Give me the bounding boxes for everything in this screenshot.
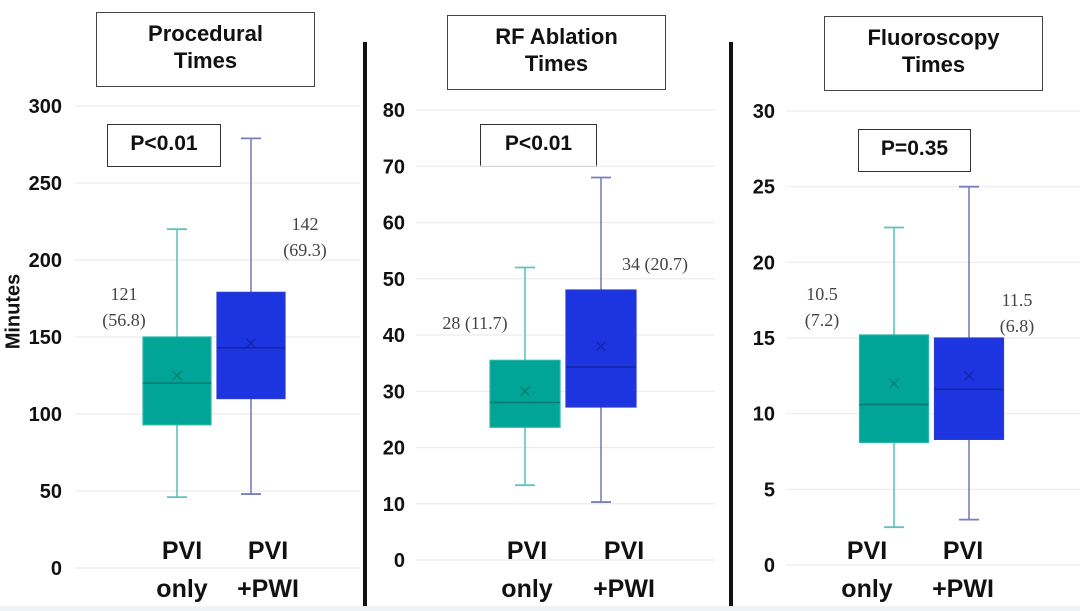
panel-1-box-pvi-only-iqr bbox=[142, 336, 212, 426]
panel-1-y-tick-label: 50 bbox=[40, 481, 62, 503]
panel-3-y-tick-label: 0 bbox=[764, 555, 775, 577]
panel-2-title-line-1: RF Ablation bbox=[495, 24, 618, 49]
panel-2-x-category-label: PVI bbox=[507, 537, 547, 565]
panel-1-y-tick-label: 150 bbox=[29, 327, 62, 349]
panel-1-box-pvi-pwi-annotation: (69.3) bbox=[283, 240, 327, 261]
panel-3-y-tick-label: 15 bbox=[753, 328, 775, 350]
panel-1-box-pvi-only-annotation: 121 bbox=[111, 284, 138, 304]
panel-1-x-category-label: PVI bbox=[248, 537, 288, 565]
panel-2-y-tick-label: 70 bbox=[383, 156, 405, 178]
panel-2-y-tick-label: 10 bbox=[383, 494, 405, 516]
panel-3-box-pvi-pwi-mean-marker bbox=[964, 370, 974, 381]
panel-3-box-pvi-only-annotation: 10.5 bbox=[806, 284, 838, 304]
panel-1-box-pvi-only-annotation: (56.8) bbox=[102, 310, 146, 331]
panel-1-y-tick-label: 250 bbox=[29, 173, 62, 195]
panel-3-box-pvi-pwi-annotation: (6.8) bbox=[1000, 316, 1035, 337]
panel-1-y-tick-label: 300 bbox=[29, 96, 62, 118]
panel-1-y-axis-label: Minutes bbox=[2, 273, 25, 350]
panel-1-title-line-2: Times bbox=[173, 48, 238, 73]
panel-3-x-category-label: PVI bbox=[847, 537, 887, 565]
panel-3-box-pvi-pwi-iqr bbox=[933, 337, 1005, 440]
panel-2-box-pvi-pwi-iqr bbox=[565, 289, 637, 408]
panel-2-box-pvi-only-mean-marker bbox=[520, 386, 530, 397]
panel-3-x-category-label: PVI bbox=[943, 537, 983, 565]
panel-1-p-value: P<0.01 bbox=[107, 124, 221, 167]
panel-1-title: Procedural Times bbox=[96, 12, 315, 87]
panel-2-box-pvi-only-iqr bbox=[489, 359, 561, 428]
panel-divider-2 bbox=[729, 42, 733, 611]
panel-3-x-category-label: +PWI bbox=[932, 575, 994, 603]
panel-3-y-tick-label: 25 bbox=[753, 177, 775, 199]
panel-1-title-line-1: Procedural bbox=[148, 21, 263, 46]
panel-3-y-tick-label: 20 bbox=[753, 252, 775, 274]
panel-2-p-value: P<0.01 bbox=[480, 124, 597, 167]
panel-3-box-pvi-pwi-annotation: 11.5 bbox=[1002, 290, 1033, 310]
panel-3-y-tick-label: 5 bbox=[764, 479, 775, 501]
panel-3-p-value: P=0.35 bbox=[858, 129, 971, 172]
panel-1-box-pvi-only-mean-marker bbox=[172, 370, 182, 381]
panel-2-y-tick-label: 0 bbox=[394, 550, 405, 572]
panel-2-y-tick-label: 40 bbox=[383, 325, 405, 347]
bottom-strip bbox=[0, 606, 1080, 611]
panel-1-box-pvi-only-mean-marker bbox=[172, 370, 182, 381]
panel-2-x-category-label: only bbox=[501, 575, 552, 603]
panel-2-box-pvi-pwi-mean-marker bbox=[596, 341, 606, 352]
panel-3-title-line-2: Times bbox=[901, 52, 966, 77]
panel-2-y-tick-label: 30 bbox=[383, 381, 405, 403]
panel-1-x-category-label: +PWI bbox=[237, 575, 299, 603]
panel-2-title: RF Ablation Times bbox=[447, 15, 666, 90]
panel-1-box-pvi-pwi-iqr bbox=[216, 291, 286, 400]
panel-2-x-category-label: +PWI bbox=[593, 575, 655, 603]
panel-3-title-line-1: Fluoroscopy bbox=[867, 25, 1000, 50]
panel-1-y-tick-label: 0 bbox=[51, 558, 62, 580]
panel-3-box-pvi-only-mean-marker bbox=[889, 378, 899, 389]
panel-2-box-pvi-pwi-mean-marker bbox=[596, 341, 606, 352]
panel-2-box-pvi-only-mean-marker bbox=[520, 386, 530, 397]
panel-2-y-tick-label: 50 bbox=[383, 269, 405, 291]
panel-2-box-pvi-pwi-annotation: 34 (20.7) bbox=[622, 254, 688, 275]
panel-1-box-pvi-pwi-mean-marker bbox=[246, 338, 256, 349]
panel-3-box-pvi-only-annotation: (7.2) bbox=[805, 310, 840, 331]
panel-3-box-pvi-only-mean-marker bbox=[889, 378, 899, 389]
panel-3-y-tick-label: 30 bbox=[753, 101, 775, 123]
panel-1-x-category-label: PVI bbox=[162, 537, 202, 565]
panel-1-y-tick-label: 100 bbox=[29, 404, 62, 426]
panel-2-y-tick-label: 60 bbox=[383, 213, 405, 235]
panel-2-y-tick-label: 20 bbox=[383, 438, 405, 460]
panel-3-box-pvi-pwi-mean-marker bbox=[964, 370, 974, 381]
panel-3-box-pvi-only-iqr bbox=[858, 334, 930, 444]
panel-1-box-pvi-pwi-annotation: 142 bbox=[292, 214, 319, 234]
panel-3-x-category-label: only bbox=[841, 575, 892, 603]
panel-2-box-pvi-only-annotation: 28 (11.7) bbox=[442, 313, 507, 334]
panel-3-title: Fluoroscopy Times bbox=[824, 16, 1043, 91]
panel-3-y-tick-label: 10 bbox=[753, 404, 775, 426]
panel-divider-1 bbox=[363, 42, 367, 611]
panel-2-y-tick-label: 80 bbox=[383, 100, 405, 122]
panel-1-y-tick-label: 200 bbox=[29, 250, 62, 272]
panel-2-title-line-2: Times bbox=[524, 51, 589, 76]
panel-2-x-category-label: PVI bbox=[604, 537, 644, 565]
panel-1-box-pvi-pwi-mean-marker bbox=[246, 338, 256, 349]
panel-1-x-category-label: only bbox=[156, 575, 207, 603]
